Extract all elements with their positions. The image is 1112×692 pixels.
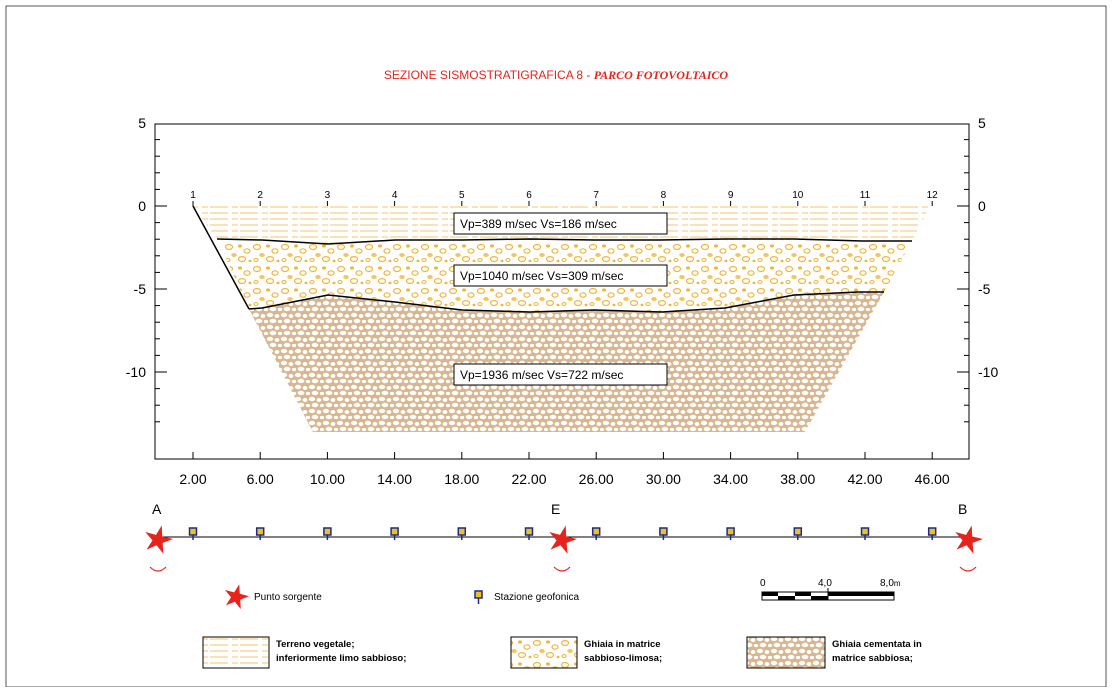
y-tick-label: 5 [138,115,146,131]
y-axis-right: 5 0 -5 -10 [957,115,998,423]
legend-source-text: Punto sorgente [254,592,322,603]
source-points [145,525,983,572]
source-star-icon [145,525,173,554]
geophone-number-row: 1 2 3 4 5 6 7 8 9 10 11 12 [190,190,938,206]
y-tick-label: -10 [126,364,146,380]
velocity-label-layer3: Vp=1936 m/sec Vs=722 m/sec [453,363,668,386]
velocity-text: Vp=1936 m/sec Vs=722 m/sec [460,368,623,382]
geophone-icon [793,527,803,536]
legend-layer1-line2: inferiormente limo sabbioso; [276,653,406,664]
layer3-swatch [746,636,826,669]
geophone-icon [860,527,870,536]
plot-frame [154,123,970,460]
velocity-text: Vp=1040 m/sec Vs=309 m/sec [460,269,623,283]
y-tick-label: -10 [978,364,998,380]
legend-station-text: Stazione geofonica [494,592,580,603]
geophone-number: 5 [459,190,465,201]
geophone-icon [474,590,483,599]
legend-layer1: Terreno vegetale; inferiormente limo sab… [202,636,406,669]
legend-layer3-line1: Ghiaia cementata in [832,639,922,650]
legend-layer2: Ghiaia in matrice sabbioso-limosa; [510,636,662,669]
wave-icon [959,566,977,572]
source-star-icon [955,525,983,554]
velocity-text: Vp=389 m/sec Vs=186 m/sec [460,217,617,231]
left-edge-line [192,205,250,310]
geophone-number: 8 [661,190,667,201]
geophone-number: 12 [927,190,939,201]
y-tick-label: -5 [978,281,991,297]
geophone-icon [524,527,534,536]
wave-icon [553,566,571,572]
x-tick-label: 6.00 [247,471,274,487]
layer2-swatch [510,636,578,669]
legend-layer1-line1: Terreno vegetale; [276,639,355,650]
y-axis-left: 5 0 -5 -10 [126,115,167,423]
velocity-label-layer2: Vp=1040 m/sec Vs=309 m/sec [453,264,668,287]
legend-station: Stazione geofonica [474,590,580,604]
x-tick-label: 26.00 [579,471,614,487]
geophone-number: 3 [325,190,331,201]
y-tick-label: 0 [138,198,146,214]
geophone-icon [659,527,668,536]
layer1-swatch [202,636,270,669]
geophone-number: 9 [728,190,734,201]
x-tick-label: 10.00 [310,471,345,487]
legend-layer2-line2: sabbioso-limosa; [584,653,662,664]
x-tick-label: 34.00 [713,471,748,487]
x-tick-label: 42.00 [847,471,882,487]
figure-title: SEZIONE SISMOSTRATIGRAFICA 8 - PARCO FOT… [384,68,729,82]
interface-1 [216,238,912,245]
legend-layer3: Ghiaia cementata in matrice sabbiosa; [746,636,922,669]
scale-mid: 4,0 [818,578,832,589]
scale-end: 8,0m [880,578,901,589]
x-tick-label: 2.00 [179,471,206,487]
geophone-icon [255,527,265,536]
geophone-icon [323,527,332,536]
geophone-number: 4 [392,190,398,201]
x-tick-label: 30.00 [646,471,681,487]
x-tick-label: 14.00 [377,471,412,487]
legend-layer2-line1: Ghiaia in matrice [584,639,661,650]
geophone-icon [927,527,937,536]
source-star-icon [549,525,577,554]
point-a-label: A [152,501,162,517]
wave-icon [149,566,167,572]
y-tick-label: 5 [978,115,986,131]
geophone-number: 7 [593,190,599,201]
interface-2 [248,291,884,313]
layer-ghiaia-cementata [249,292,884,432]
legend-source: Punto sorgente [225,584,322,610]
geophone-number: 11 [860,190,871,201]
point-e-label: E [551,501,560,517]
geophone-number: 10 [792,190,804,201]
y-tick-label: -5 [134,281,147,297]
geophone-icon [591,527,601,536]
x-tick-label: 22.00 [511,471,546,487]
geophone-icon [457,527,467,536]
scale-zero: 0 [760,578,766,589]
point-b-label: B [958,501,967,517]
geophone-icon [390,527,399,536]
geophone-row [188,527,937,540]
scale-bar: 0 4,0 8,0m [760,578,901,601]
x-tick-label: 46.00 [915,471,950,487]
velocity-label-layer1: Vp=389 m/sec Vs=186 m/sec [453,212,668,235]
geophone-icon [188,527,198,536]
geophone-number: 6 [526,190,532,201]
star-icon [225,584,249,610]
geophone-number: 2 [257,190,263,201]
geophone-number: 1 [190,190,196,201]
x-axis: 2.00 6.00 10.00 14.00 18.00 22.00 26.00 30.00 34… [179,452,950,487]
x-tick-label: 18.00 [444,471,479,487]
legend-layer3-line2: matrice sabbiosa; [832,653,913,664]
y-tick-label: 0 [978,198,986,214]
x-tick-label: 38.00 [780,471,815,487]
geophone-icon [726,527,735,536]
